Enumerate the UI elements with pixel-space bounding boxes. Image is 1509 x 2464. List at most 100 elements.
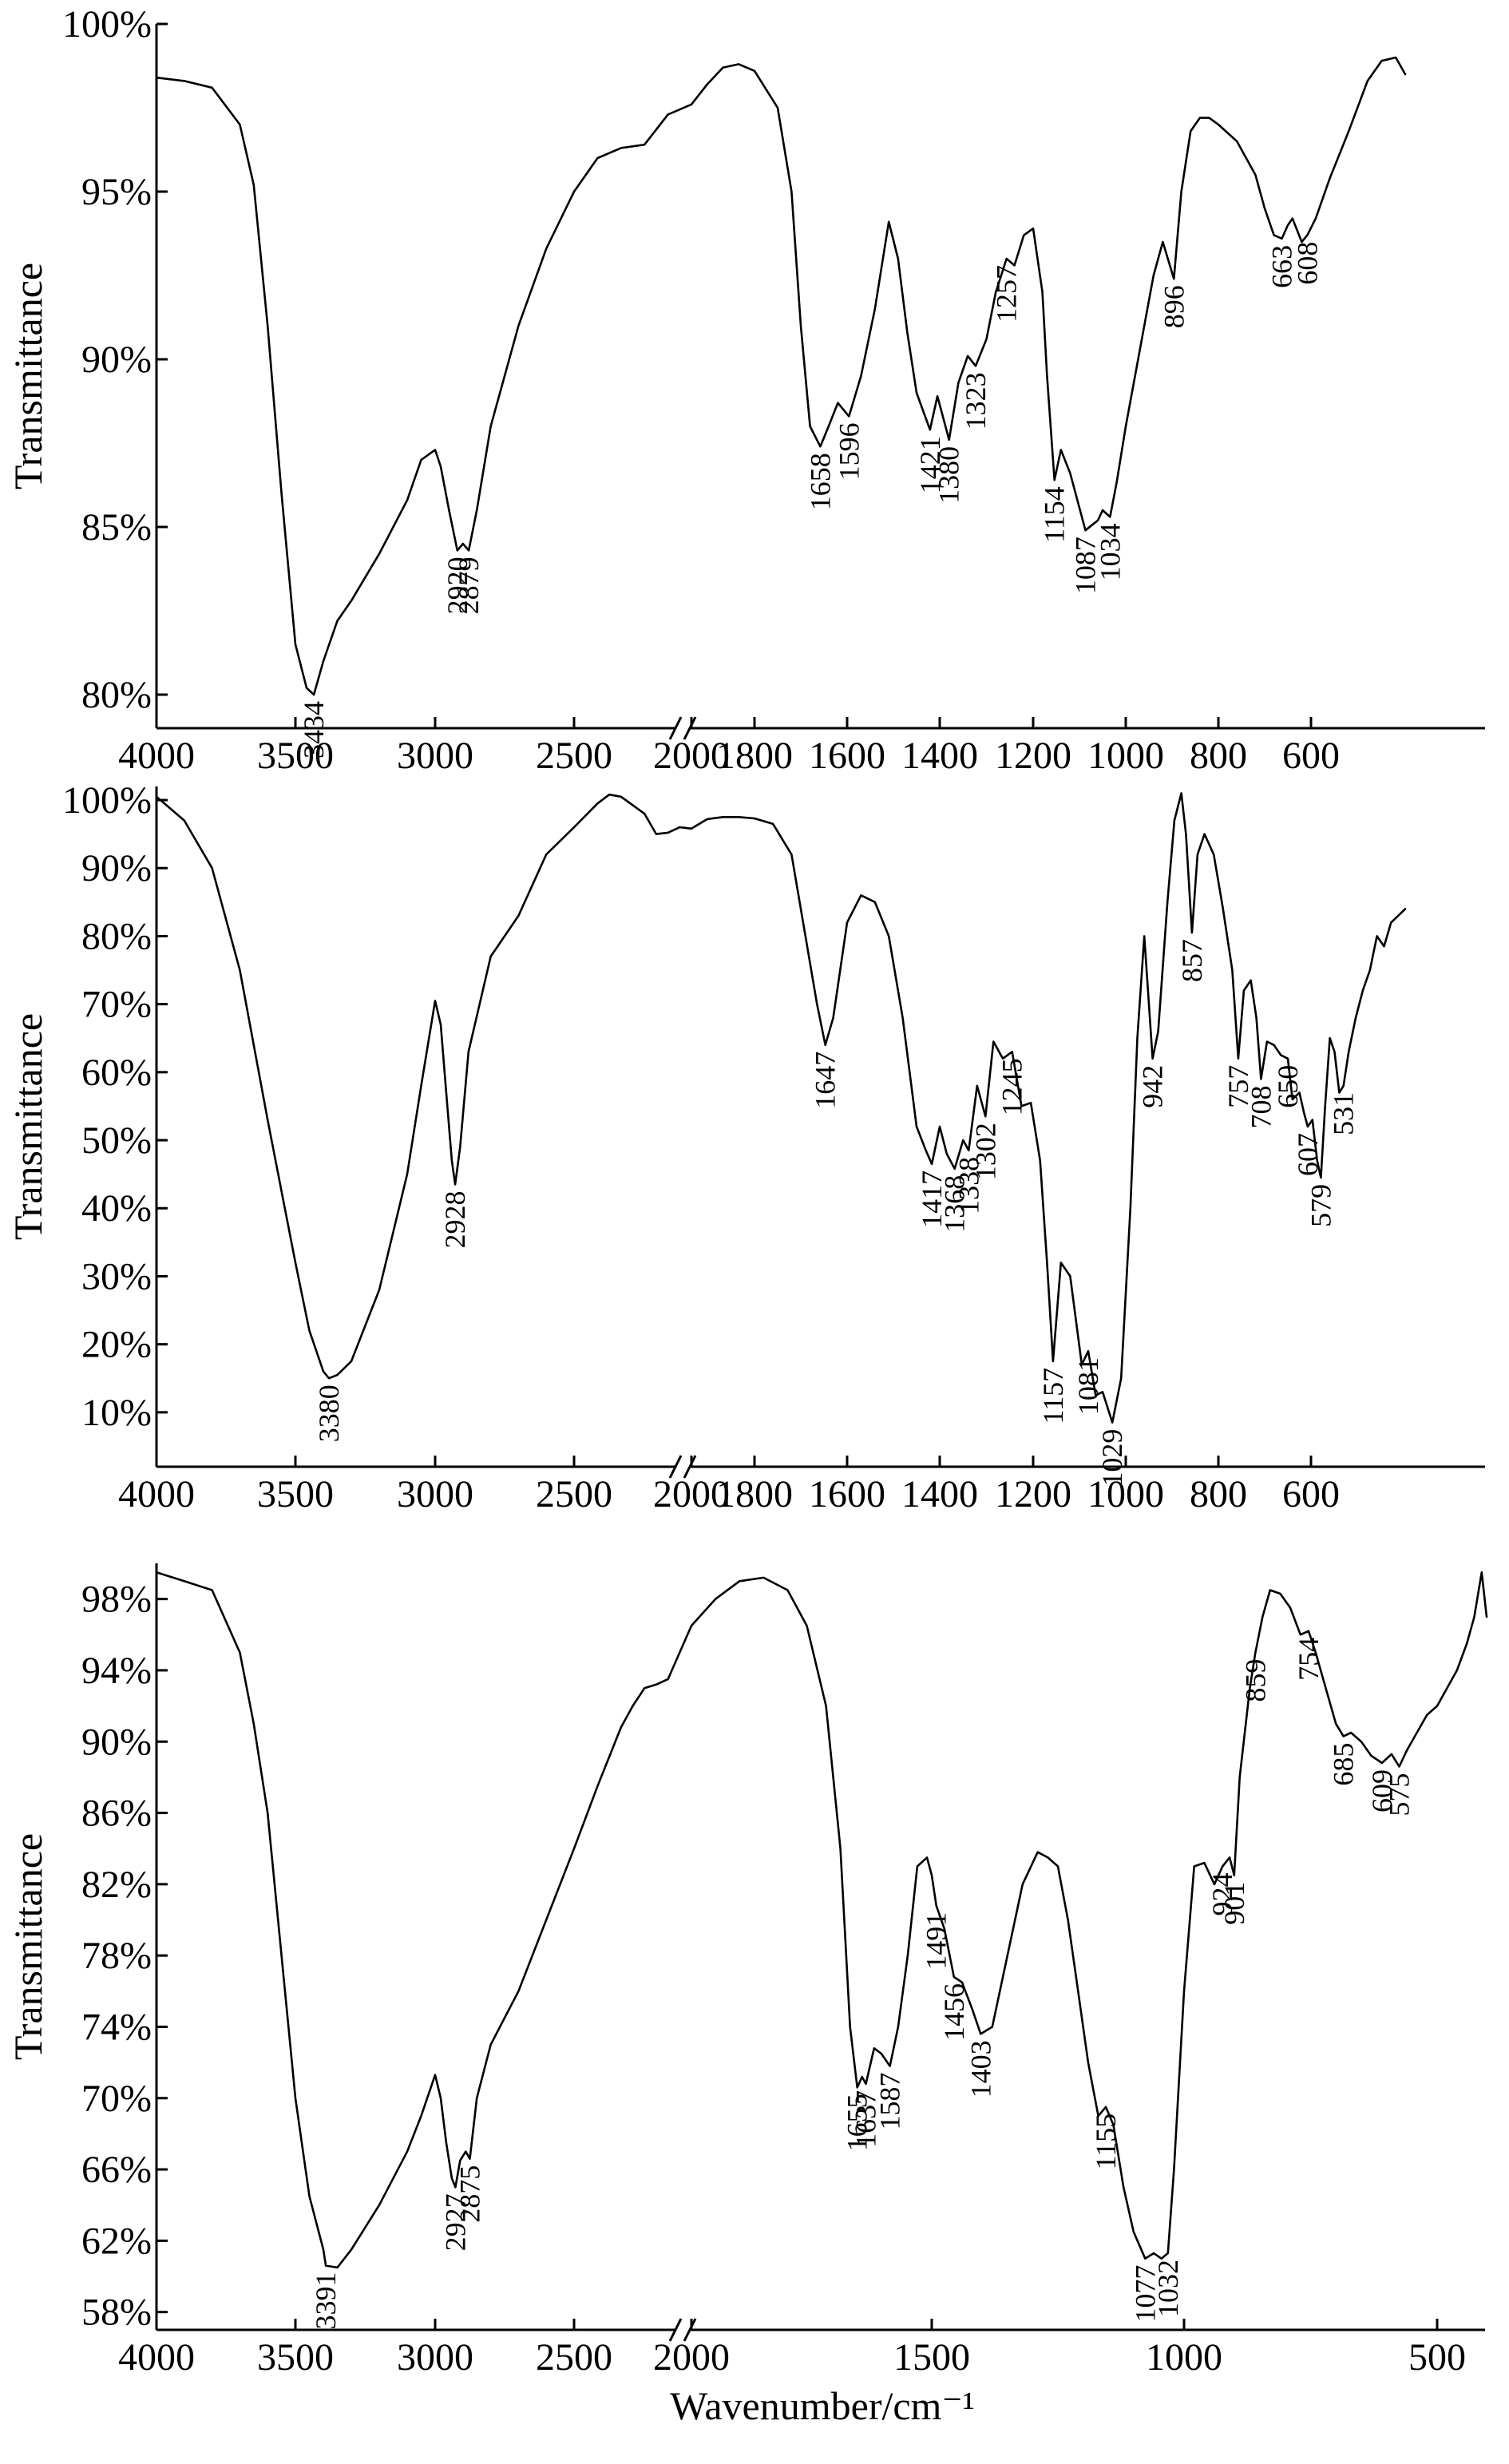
y-tick-label: 80% bbox=[81, 915, 152, 957]
peak-label: 1647 bbox=[810, 1052, 842, 1109]
x-tick-label: 1500 bbox=[893, 2336, 970, 2379]
peak-label: 663 bbox=[1266, 245, 1298, 288]
x-tick-label: 2500 bbox=[536, 1473, 612, 1515]
y-tick-label: 66% bbox=[81, 2149, 152, 2191]
peak-label: 942 bbox=[1137, 1065, 1169, 1108]
peak-label: 1323 bbox=[960, 372, 992, 430]
peak-label: 3434 bbox=[298, 701, 330, 759]
y-tick-label: 90% bbox=[81, 1721, 152, 1763]
peak-label: 575 bbox=[1384, 1773, 1416, 1816]
y-tick-label: 70% bbox=[81, 2078, 152, 2120]
y-tick-label: 60% bbox=[81, 1052, 152, 1094]
x-tick-label: 1000 bbox=[1087, 735, 1164, 777]
y-tick-label: 90% bbox=[81, 339, 152, 381]
axis-break-mark bbox=[668, 2318, 683, 2342]
x-tick-label: 4000 bbox=[118, 2336, 195, 2379]
spectrum-line bbox=[155, 1571, 1488, 2269]
y-tick-label: 82% bbox=[81, 1864, 152, 1906]
peak-label: 1417 bbox=[916, 1171, 948, 1228]
peak-label: 609 bbox=[1366, 1769, 1398, 1812]
peak-label: 2927 bbox=[439, 2193, 471, 2251]
y-tick-label: 50% bbox=[81, 1119, 152, 1162]
spectrum-line bbox=[155, 56, 1407, 696]
y-tick-label: 20% bbox=[81, 1324, 152, 1366]
x-tick-label: 800 bbox=[1190, 1473, 1247, 1515]
x-tick-label: 2000 bbox=[653, 1473, 730, 1515]
peak-label: 607 bbox=[1292, 1133, 1324, 1176]
x-tick-label: 1000 bbox=[1087, 1473, 1164, 1515]
peak-label: 2879 bbox=[453, 557, 485, 614]
peak-label: 685 bbox=[1328, 1743, 1360, 1786]
peak-label: 1157 bbox=[1037, 1368, 1069, 1424]
peak-label: 1029 bbox=[1096, 1429, 1128, 1487]
x-tick-label: 1200 bbox=[995, 1473, 1071, 1515]
ftir-panel-middle: 10% 20% 30% 40% 50% 60% 70% 80% 90% 100% 4000 3500 3… bbox=[6, 779, 1485, 1515]
x-tick-label: 3500 bbox=[257, 735, 334, 777]
x-tick-label: 3500 bbox=[257, 1473, 334, 1515]
axis-break-mark bbox=[668, 716, 683, 740]
y-tick-label: 80% bbox=[81, 674, 152, 716]
peak-label: 1421 bbox=[914, 436, 946, 493]
peak-label: 1637 bbox=[850, 2090, 882, 2148]
peak-label: 1077 bbox=[1129, 2265, 1161, 2323]
x-tick-label: 2500 bbox=[536, 735, 612, 777]
y-tick-label: 74% bbox=[81, 2006, 152, 2048]
x-tick-label: 3000 bbox=[397, 1473, 473, 1515]
peak-label: 1257 bbox=[991, 265, 1023, 323]
peak-label: 1403 bbox=[964, 2040, 996, 2098]
y-axis-label: Transmittance bbox=[6, 1013, 50, 1240]
axis-break-gap bbox=[676, 719, 689, 738]
axis-break-mark bbox=[683, 716, 697, 740]
peak-label: 754 bbox=[1293, 1638, 1325, 1681]
peak-label: 1655 bbox=[842, 2094, 873, 2151]
x-tick-label: 2000 bbox=[653, 735, 730, 777]
peak-label: 924 bbox=[1206, 1873, 1238, 1916]
y-tick-label: 62% bbox=[81, 2220, 152, 2262]
y-tick-label: 85% bbox=[81, 506, 152, 549]
x-tick-label: 800 bbox=[1190, 735, 1247, 777]
x-tick-label: 3500 bbox=[257, 2336, 334, 2379]
y-axis-label: Transmittance bbox=[6, 1833, 50, 2060]
peak-label: 757 bbox=[1222, 1065, 1254, 1108]
axis-break-gap bbox=[676, 2320, 689, 2339]
ftir-panel-bottom: 58% 62% 66% 70% 74% 78% 82% 86% 90% 94% 98% 4000 350… bbox=[6, 1563, 1488, 2428]
axis-break-gap bbox=[676, 1457, 689, 1476]
y-tick-label: 78% bbox=[81, 1935, 152, 1977]
y-tick-label: 40% bbox=[81, 1187, 152, 1230]
axis-break-mark bbox=[683, 1455, 697, 1479]
peak-label: 857 bbox=[1176, 939, 1208, 982]
x-tick-label: 3000 bbox=[397, 2336, 473, 2379]
y-tick-label: 94% bbox=[81, 1650, 152, 1692]
x-tick-label: 1200 bbox=[995, 735, 1071, 777]
x-tick-label: 600 bbox=[1282, 735, 1340, 777]
peak-label: 650 bbox=[1272, 1065, 1304, 1108]
peak-label: 1245 bbox=[996, 1058, 1028, 1115]
y-tick-label: 90% bbox=[81, 847, 152, 889]
peak-label: 1380 bbox=[933, 446, 965, 504]
peak-label: 2920 bbox=[442, 557, 473, 614]
x-axis-label: Wavenumber/cm⁻¹ bbox=[670, 2383, 975, 2428]
x-tick-label: 1800 bbox=[716, 1473, 793, 1515]
peak-label: 1032 bbox=[1152, 2260, 1184, 2317]
x-tick-label: 1000 bbox=[1146, 2336, 1222, 2379]
y-tick-label: 100% bbox=[62, 779, 152, 822]
y-axis-label: Transmittance bbox=[6, 263, 50, 489]
peak-label: 1658 bbox=[804, 453, 836, 510]
x-tick-label: 1800 bbox=[716, 735, 793, 777]
peak-label: 1368 bbox=[939, 1175, 971, 1233]
peak-label: 859 bbox=[1239, 1659, 1271, 1702]
x-tick-label: 4000 bbox=[118, 1473, 195, 1515]
x-tick-label: 1400 bbox=[901, 735, 978, 777]
peak-label: 3391 bbox=[310, 2272, 342, 2330]
y-tick-label: 95% bbox=[81, 171, 152, 213]
peak-label: 1034 bbox=[1094, 523, 1126, 580]
peak-label: 1587 bbox=[874, 2073, 906, 2130]
y-tick-label: 30% bbox=[81, 1255, 152, 1297]
x-tick-label: 1600 bbox=[809, 735, 885, 777]
x-tick-label: 2000 bbox=[653, 2336, 730, 2379]
x-tick-label: 2500 bbox=[536, 2336, 612, 2379]
x-tick-label: 3000 bbox=[397, 735, 473, 777]
axis-break-mark bbox=[683, 2318, 697, 2342]
peak-label: 708 bbox=[1245, 1085, 1277, 1128]
